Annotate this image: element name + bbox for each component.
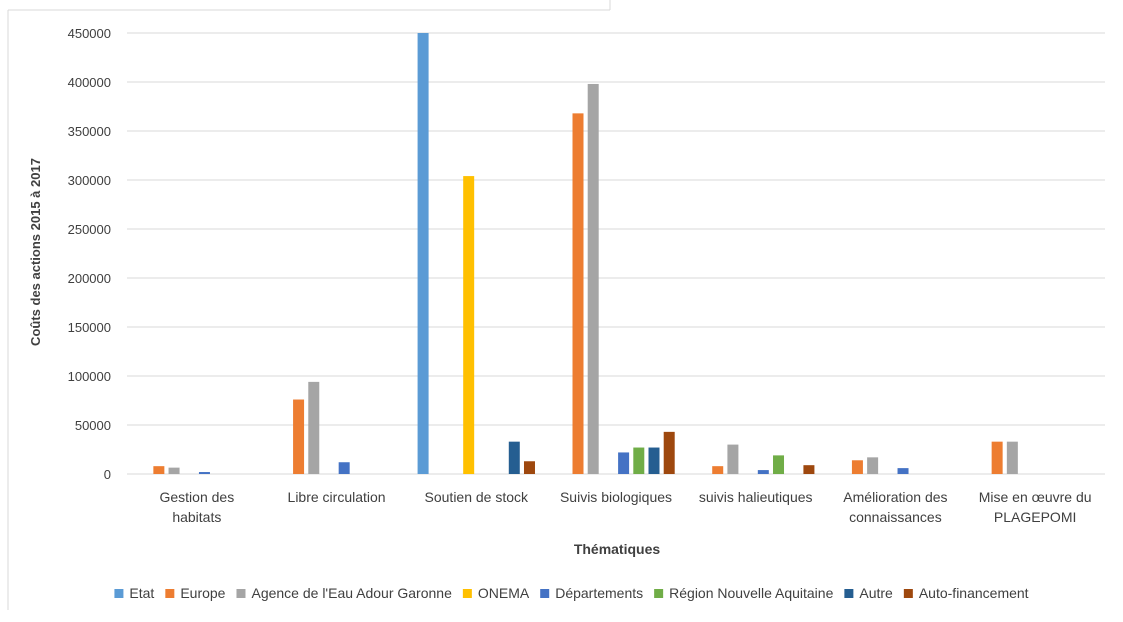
bar — [338, 462, 350, 474]
bar — [727, 444, 739, 474]
bars — [153, 33, 1018, 475]
legend-label: ONEMA — [478, 585, 530, 601]
bar — [523, 461, 535, 474]
y-tick-label: 450000 — [68, 26, 111, 41]
x-axis-label: Thématiques — [574, 541, 661, 557]
bar — [991, 441, 1003, 474]
bar — [463, 176, 475, 474]
legend-item: Autre — [844, 585, 893, 601]
bar — [757, 470, 769, 474]
legend-swatch — [165, 589, 175, 598]
legend-swatch — [462, 589, 472, 598]
y-tick-label: 400000 — [68, 75, 111, 90]
legend-swatch — [236, 589, 246, 598]
legend-swatch — [844, 589, 854, 598]
bar — [663, 431, 675, 474]
bar — [803, 465, 815, 474]
x-tick-label: Mise en œuvre du PLAGEPOMI — [979, 489, 1092, 525]
bar — [572, 113, 584, 475]
legend-label: Europe — [180, 585, 225, 601]
bar — [648, 447, 660, 474]
x-tick-label: Suivis biologiques — [560, 489, 672, 505]
legend-swatch — [903, 589, 913, 598]
legend-swatch — [654, 589, 664, 598]
bar — [1006, 441, 1018, 474]
y-tick-labels: 0 50000 100000 150000 200000 250000 300000 3500… — [68, 26, 111, 482]
y-tick-label: 300000 — [68, 173, 111, 188]
bar — [293, 399, 305, 474]
bar — [198, 472, 210, 474]
bar — [417, 33, 429, 474]
y-tick-label: 200000 — [68, 271, 111, 286]
bar — [587, 83, 599, 475]
x-tick-label: Amélioration des connaissances — [843, 489, 947, 525]
bar — [851, 460, 863, 474]
legend-swatch — [114, 589, 124, 598]
bar — [773, 455, 785, 474]
x-tick-label: Libre circulation — [288, 489, 386, 505]
chart-frame — [7, 0, 611, 610]
y-tick-label: 50000 — [75, 418, 111, 433]
bar — [897, 468, 909, 474]
x-tick-label: suivis halieutiques — [699, 489, 813, 505]
legend-label: Etat — [129, 585, 154, 601]
x-tick-label: Gestion des habitats — [159, 489, 234, 525]
bar — [867, 457, 879, 474]
legend-item: Etat — [114, 585, 154, 601]
legend-item: ONEMA — [462, 585, 530, 601]
y-tick-label: 100000 — [68, 369, 111, 384]
y-axis-label: Coûts des actions 2015 à 2017 — [28, 158, 43, 346]
legend-item: Agence de l'Eau Adour Garonne — [236, 585, 452, 601]
y-tick-label: 250000 — [68, 222, 111, 237]
x-tick-label: Soutien de stock — [425, 489, 530, 505]
bar — [618, 452, 630, 474]
legend: Etat Europe Agence de l'Eau Adour Garonne O… — [114, 585, 1029, 601]
legend-item: Départements — [540, 585, 643, 601]
bar — [633, 447, 645, 474]
bar — [308, 381, 320, 474]
legend-label: Auto-financement — [919, 585, 1029, 601]
y-tick-label: 0 — [104, 467, 111, 482]
legend-label: Région Nouvelle Aquitaine — [669, 585, 833, 601]
legend-label: Départements — [555, 585, 643, 601]
bar — [168, 467, 180, 474]
legend-item: Région Nouvelle Aquitaine — [654, 585, 834, 601]
legend-item: Europe — [165, 585, 226, 601]
legend-label: Agence de l'Eau Adour Garonne — [251, 585, 452, 601]
bar — [508, 441, 520, 474]
legend-swatch — [540, 589, 550, 598]
legend-item: Auto-financement — [903, 585, 1029, 601]
y-tick-label: 150000 — [68, 320, 111, 335]
x-tick-labels: Gestion des habitats Libre circulation Sout… — [159, 489, 1091, 525]
bar — [153, 466, 165, 474]
legend-label: Autre — [859, 585, 893, 601]
bar — [712, 466, 724, 474]
gridlines — [127, 32, 1105, 475]
y-tick-label: 350000 — [68, 124, 111, 139]
